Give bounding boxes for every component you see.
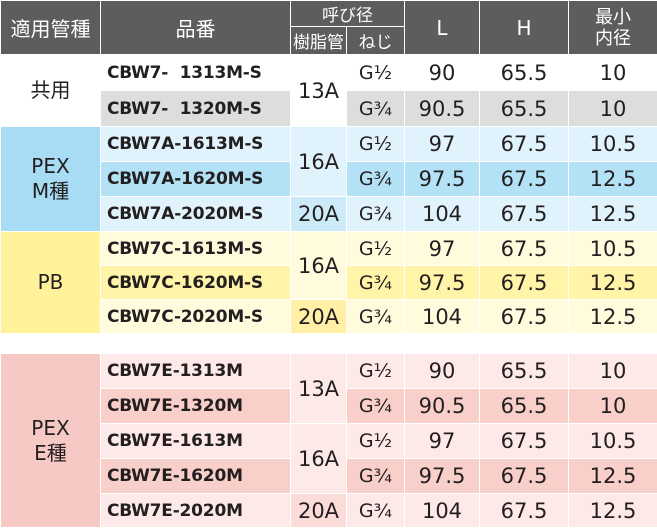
min-diameter: 10.5: [569, 127, 657, 162]
thread-size: G½: [347, 127, 405, 162]
min-diameter: 10.5: [569, 424, 657, 459]
dim-L: 97.5: [405, 266, 480, 300]
min-diameter: 12.5: [569, 197, 657, 232]
thread-size: G¾: [347, 266, 405, 300]
header-applicable-pipe: 適用管種: [1, 1, 101, 55]
min-diameter: 10: [569, 91, 657, 127]
min-diameter: 10: [569, 55, 657, 91]
thread-size: G¾: [347, 162, 405, 197]
resin-size: 13A: [291, 354, 347, 424]
dim-L: 97: [405, 232, 480, 266]
dim-H: 67.5: [480, 459, 569, 494]
dim-H: 65.5: [480, 354, 569, 389]
category-common: 共用: [1, 55, 101, 127]
dim-L: 90.5: [405, 91, 480, 127]
thread-size: G¾: [347, 459, 405, 494]
part-number: CBW7E-1320M: [101, 389, 291, 424]
header-nominal-size: 呼び径: [291, 1, 405, 27]
thread-size: G½: [347, 354, 405, 389]
dim-L: 104: [405, 494, 480, 528]
header-row-1: 適用管種 品番 呼び径 L H 最小内径: [1, 1, 657, 27]
dim-L: 97.5: [405, 459, 480, 494]
dim-H: 65.5: [480, 389, 569, 424]
dim-H: 67.5: [480, 424, 569, 459]
thread-size: G¾: [347, 91, 405, 127]
part-number: CBW7A-2020M-S: [101, 197, 291, 232]
part-number: CBW7C-1613M-S: [101, 232, 291, 266]
thread-size: G½: [347, 55, 405, 91]
thread-size: G½: [347, 232, 405, 266]
dim-H: 67.5: [480, 197, 569, 232]
resin-size: 20A: [291, 494, 347, 528]
header-thread: ねじ: [347, 27, 405, 55]
dim-L: 97: [405, 424, 480, 459]
part-number: CBW7E-1613M: [101, 424, 291, 459]
part-number: CBW7C-1620M-S: [101, 266, 291, 300]
thread-size: G¾: [347, 494, 405, 528]
header-H: H: [480, 1, 569, 55]
dim-L: 90.5: [405, 389, 480, 424]
resin-size: 13A: [291, 55, 347, 127]
thread-size: G½: [347, 424, 405, 459]
resin-size: 20A: [291, 300, 347, 334]
min-diameter: 12.5: [569, 266, 657, 300]
thread-size: G¾: [347, 197, 405, 232]
resin-size: 16A: [291, 232, 347, 300]
spec-table-upper: 適用管種 品番 呼び径 L H 最小内径 樹脂管 ねじ 共用 CBW7- 131…: [0, 0, 657, 334]
dim-H: 67.5: [480, 127, 569, 162]
dim-L: 97.5: [405, 162, 480, 197]
resin-size: 16A: [291, 424, 347, 494]
part-number: CBW7A-1613M-S: [101, 127, 291, 162]
part-number: CBW7E-1313M: [101, 354, 291, 389]
dim-H: 67.5: [480, 232, 569, 266]
part-number: CBW7- 1320M-S: [101, 91, 291, 127]
header-resin-pipe: 樹脂管: [291, 27, 347, 55]
min-diameter: 10.5: [569, 232, 657, 266]
min-diameter: 10: [569, 354, 657, 389]
dim-H: 65.5: [480, 55, 569, 91]
min-diameter: 12.5: [569, 494, 657, 528]
dim-L: 90: [405, 354, 480, 389]
dim-H: 65.5: [480, 91, 569, 127]
thread-size: G¾: [347, 389, 405, 424]
part-number: CBW7- 1313M-S: [101, 55, 291, 91]
part-number: CBW7C-2020M-S: [101, 300, 291, 334]
header-L: L: [405, 1, 480, 55]
header-part-number: 品番: [101, 1, 291, 55]
resin-size: 20A: [291, 197, 347, 232]
min-diameter: 12.5: [569, 300, 657, 334]
thread-size: G¾: [347, 300, 405, 334]
part-number: CBW7E-2020M: [101, 494, 291, 528]
table-row: 共用 CBW7- 1313M-S 13A G½ 90 65.5 10: [1, 55, 657, 91]
table-row: PB CBW7C-1613M-S 16A G½ 97 67.5 10.5: [1, 232, 657, 266]
dim-H: 67.5: [480, 266, 569, 300]
dim-L: 97: [405, 127, 480, 162]
dim-L: 104: [405, 300, 480, 334]
dim-H: 67.5: [480, 162, 569, 197]
dim-H: 67.5: [480, 494, 569, 528]
part-number: CBW7A-1620M-S: [101, 162, 291, 197]
resin-size: 16A: [291, 127, 347, 197]
header-min-inner-diameter: 最小内径: [569, 1, 657, 55]
dim-H: 67.5: [480, 300, 569, 334]
dim-L: 104: [405, 197, 480, 232]
min-diameter: 12.5: [569, 459, 657, 494]
min-diameter: 10: [569, 389, 657, 424]
min-diameter: 12.5: [569, 162, 657, 197]
category-pb: PB: [1, 232, 101, 334]
part-number: CBW7E-1620M: [101, 459, 291, 494]
dim-L: 90: [405, 55, 480, 91]
